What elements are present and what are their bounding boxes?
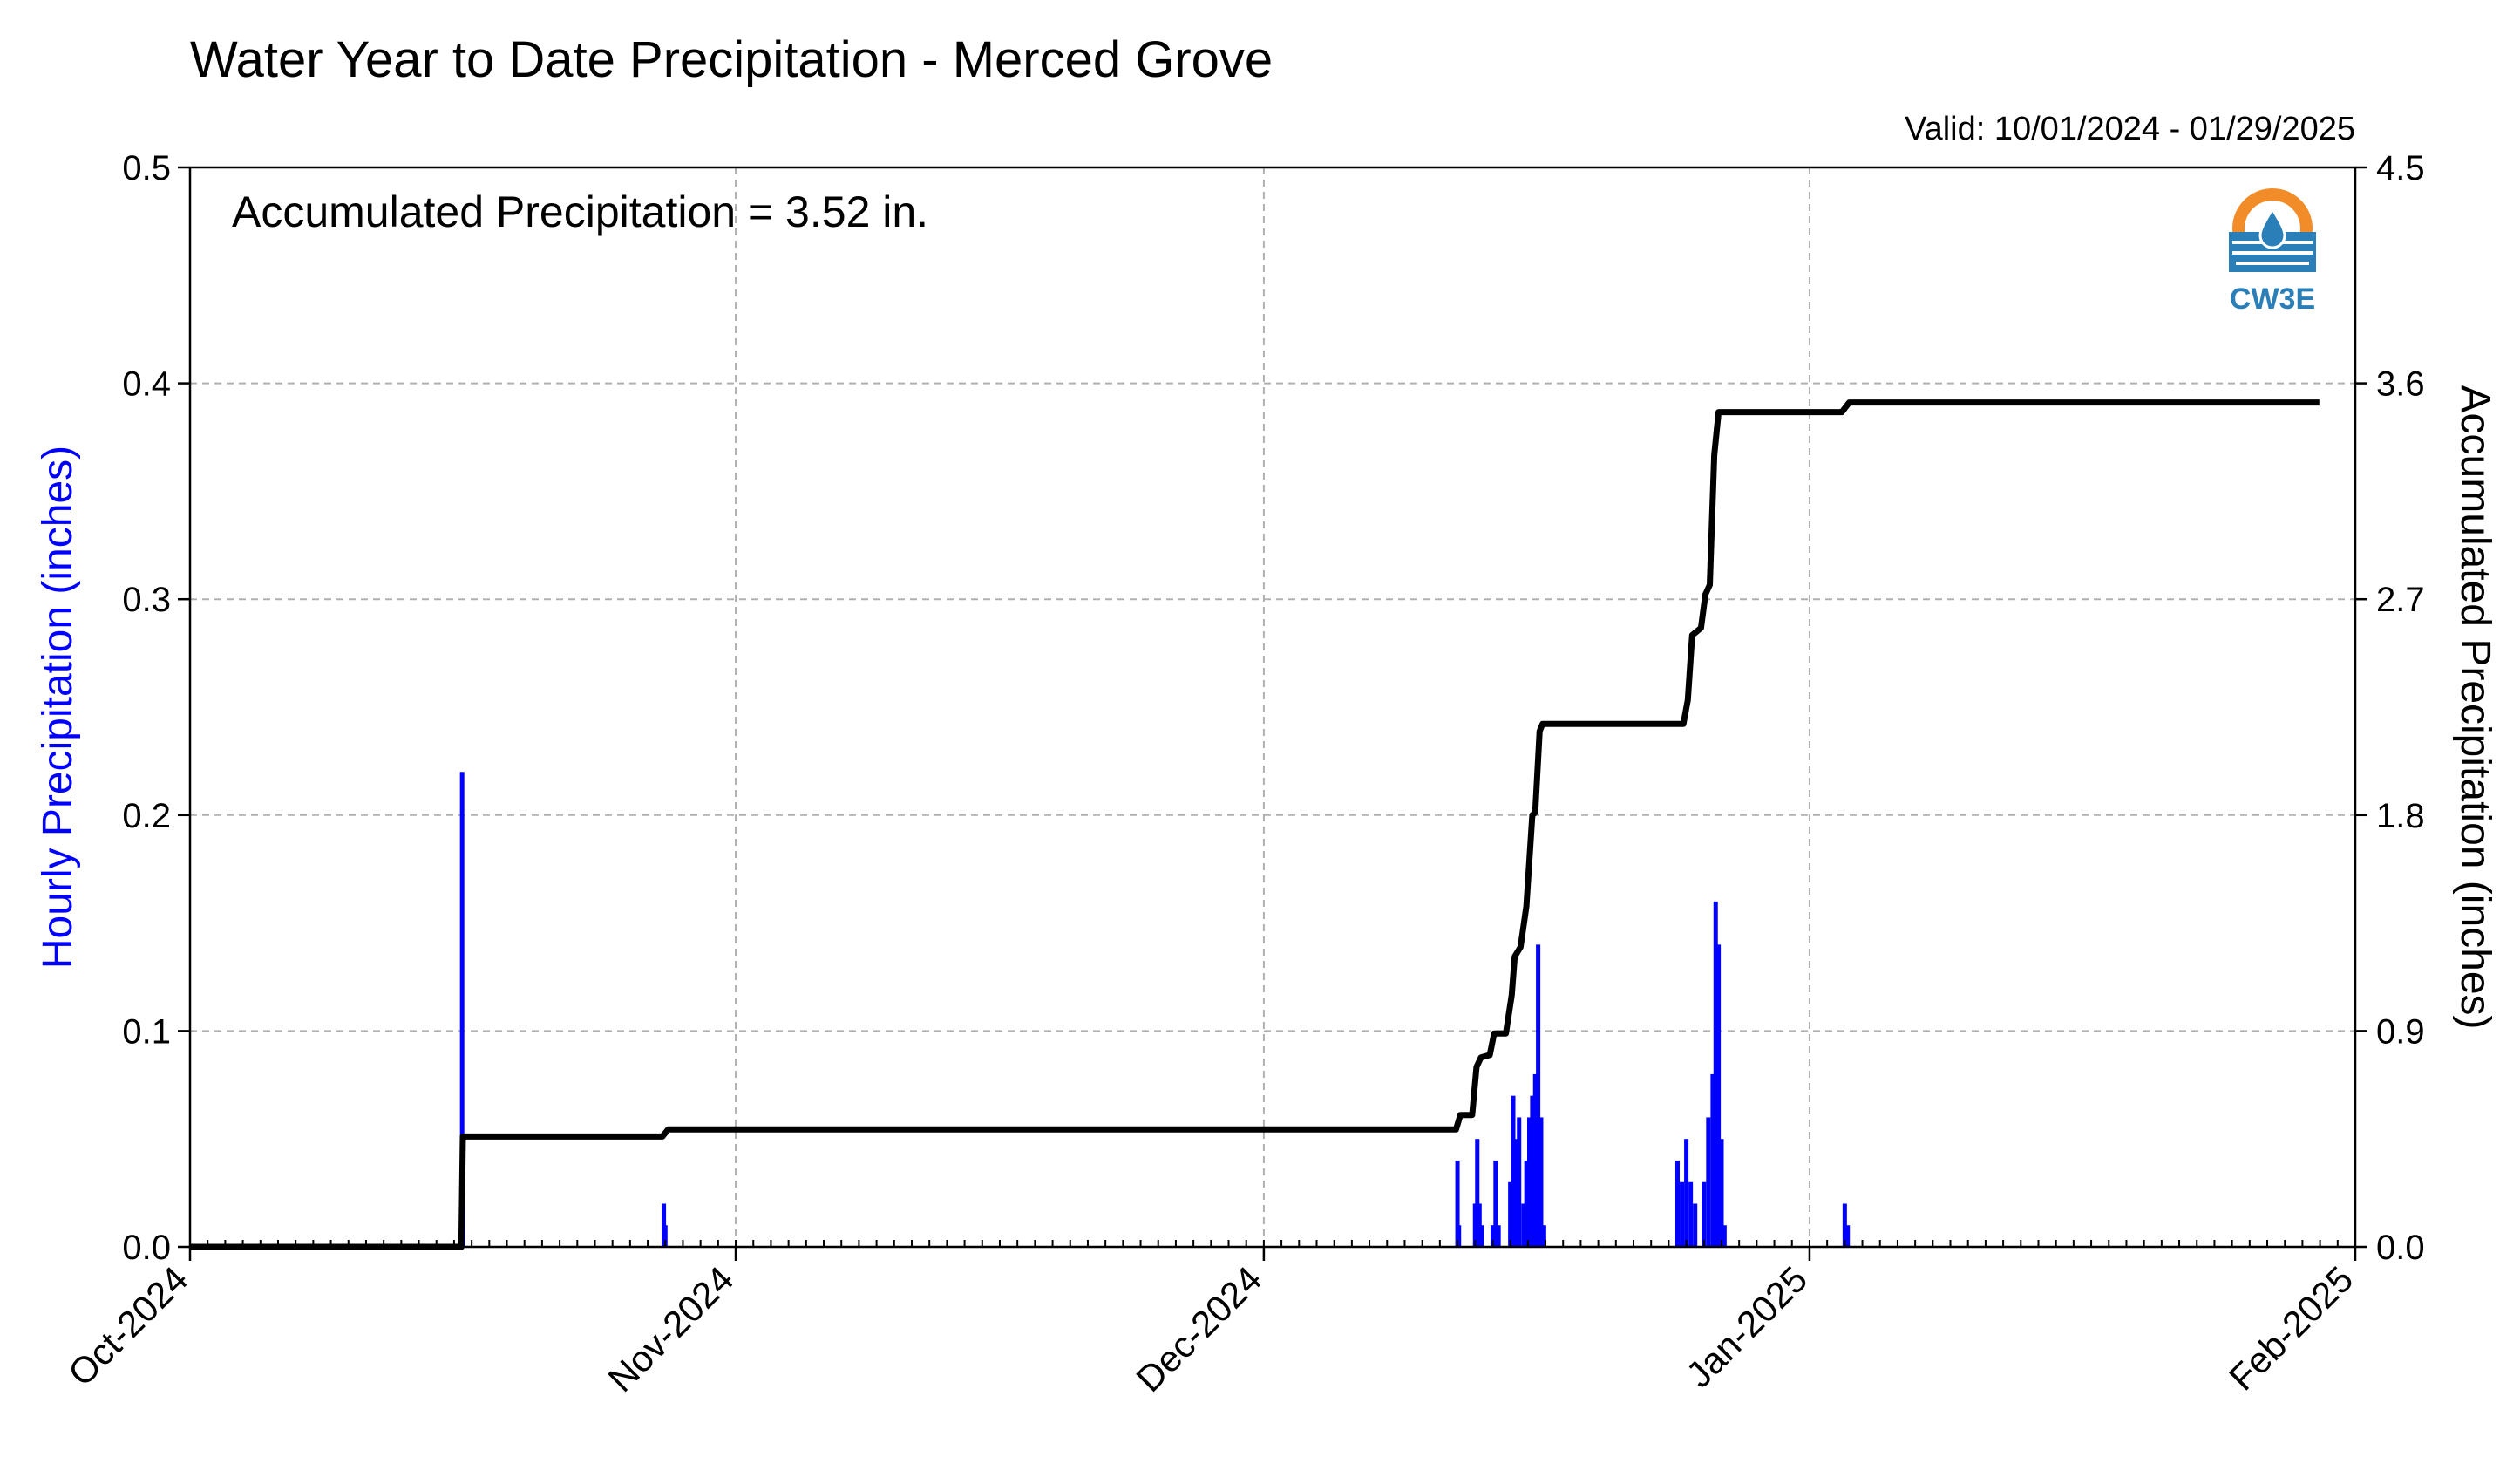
hourly-precip-bar	[1508, 1181, 1513, 1247]
hourly-precip-bar	[1477, 1203, 1482, 1247]
hourly-precip-bar	[1511, 1095, 1516, 1247]
x-tick-label: Jan-2025	[1678, 1258, 1815, 1395]
accumulated-annotation: Accumulated Precipitation = 3.52 in.	[232, 187, 928, 236]
right-y-tick-label: 2.7	[2376, 581, 2425, 619]
hourly-precip-bar	[1493, 1160, 1498, 1247]
chart-title: Water Year to Date Precipitation - Merce…	[190, 31, 1273, 88]
hourly-precip-bar	[1536, 944, 1541, 1247]
hourly-precip-bar	[1710, 1073, 1715, 1247]
left-axis-label: Hourly Precipitation (inches)	[35, 446, 81, 969]
left-y-tick-label: 0.5	[122, 149, 171, 187]
hourly-precip-bar	[1680, 1181, 1685, 1247]
plot-frame	[188, 166, 2357, 1249]
x-tick-label: Dec-2024	[1128, 1258, 1269, 1399]
x-tick-label: Oct-2024	[60, 1258, 195, 1393]
hourly-precip-bar	[1706, 1117, 1711, 1247]
hourly-precip-bar	[1457, 1225, 1462, 1247]
hourly-precip-bar	[1713, 901, 1718, 1247]
accumulated-precip-line	[190, 399, 2320, 1250]
hourly-precip-bar	[1517, 1117, 1522, 1247]
hourly-precip-bar	[1490, 1225, 1495, 1247]
right-axis-label: Accumulated Precipitation (inches)	[2452, 385, 2498, 1029]
hourly-precip-bar	[1513, 1139, 1518, 1247]
right-y-tick-label: 0.9	[2376, 1012, 2425, 1051]
hourly-precip-bar	[1674, 1160, 1680, 1247]
hourly-precip-bar	[1541, 1225, 1546, 1247]
hourly-precip-bar	[1693, 1203, 1698, 1247]
raindrop-icon	[2258, 207, 2286, 249]
left-y-axis: 0.0 0.1 0.2 0.3 0.4 0.5	[122, 149, 190, 1267]
left-y-tick-label: 0.1	[122, 1012, 171, 1051]
hourly-precip-bar	[1524, 1160, 1529, 1247]
hourly-precip-bar	[1722, 1225, 1727, 1247]
hourly-precip-bar	[1845, 1225, 1851, 1247]
hourly-precip-bar	[1530, 1095, 1535, 1247]
grid	[190, 167, 2355, 1247]
x-axis: Oct-2024 Nov-2024 Dec-2024 Jan-2025 Feb-2025	[60, 1240, 2360, 1399]
valid-range-label: Valid: 10/01/2024 - 01/29/2025	[1905, 111, 2355, 147]
right-y-tick-label: 1.8	[2376, 797, 2425, 835]
x-tick-label: Nov-2024	[600, 1258, 741, 1399]
hourly-precip-bar	[1521, 1203, 1526, 1247]
hourly-precip-bar	[1684, 1139, 1689, 1247]
hourly-precip-bar	[1702, 1181, 1707, 1247]
hourly-precip-bar	[1688, 1181, 1694, 1247]
right-y-tick-label: 4.5	[2376, 149, 2425, 187]
hourly-precip-bar	[459, 772, 465, 1247]
logo-text: CW3E	[2230, 283, 2315, 316]
hourly-precip-bar	[1472, 1203, 1477, 1247]
hourly-precip-bar	[662, 1225, 668, 1247]
hourly-precip-bar	[1532, 1073, 1538, 1247]
hourly-precip-bar	[1527, 1117, 1532, 1247]
hourly-precip-bar	[1479, 1225, 1484, 1247]
hourly-precip-bar	[1716, 944, 1722, 1247]
hourly-precip-bar	[1496, 1225, 1501, 1247]
hourly-precip-bar	[1538, 1117, 1544, 1247]
cw3e-logo: CW3E	[2229, 188, 2316, 316]
accumulated-line	[190, 399, 2320, 1250]
right-y-tick-label: 3.6	[2376, 365, 2425, 404]
hourly-bars	[458, 772, 1851, 1247]
hourly-precip-bar	[1719, 1139, 1724, 1247]
hourly-precip-bar	[1475, 1139, 1480, 1247]
hourly-precip-bar	[1842, 1203, 1847, 1247]
right-y-tick-label: 0.0	[2376, 1229, 2425, 1267]
left-y-tick-label: 0.3	[122, 581, 171, 619]
x-tick-label: Feb-2025	[2221, 1258, 2360, 1398]
hourly-precip-bar	[1455, 1160, 1460, 1247]
left-y-tick-label: 0.4	[122, 365, 171, 404]
left-y-tick-label: 0.2	[122, 797, 171, 835]
right-y-axis: 0.0 0.9 1.8 2.7 3.6 4.5	[2355, 149, 2425, 1267]
left-y-tick-label: 0.0	[122, 1229, 171, 1267]
